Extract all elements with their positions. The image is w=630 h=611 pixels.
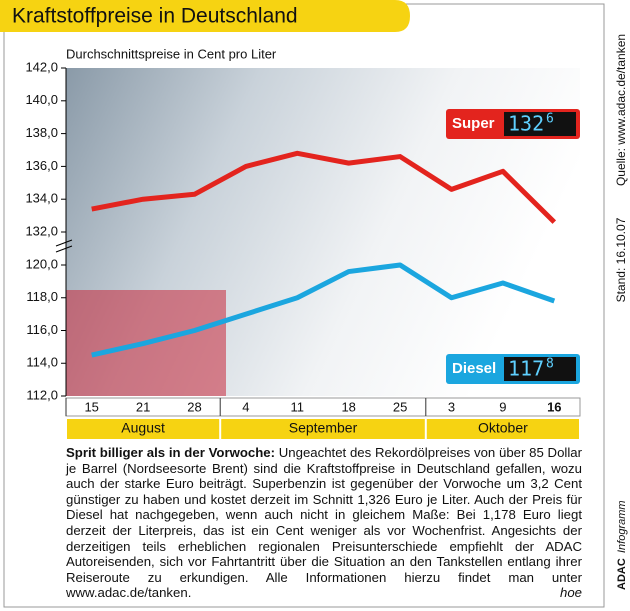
y-tick-label: 120,0 (25, 256, 58, 271)
price-main: 117 (508, 357, 544, 381)
group-bar (221, 419, 425, 439)
price-main: 132 (508, 112, 544, 136)
plot: 132,0 134,0 136,0 138,0 140,0 142,0 112,0 114,0… (25, 59, 581, 439)
y-tick-label: 132,0 (25, 223, 58, 238)
y-tick-label: 112,0 (26, 387, 58, 402)
y-tick-label: 140,0 (25, 92, 58, 107)
group-bar (67, 419, 220, 439)
date: Stand: 16.10.07 (614, 217, 628, 302)
y-tick-label: 142,0 (25, 59, 58, 74)
y-tick-label: 114,0 (26, 355, 58, 370)
x-tick-label: 18 (341, 399, 355, 414)
x-tick-label: 25 (393, 399, 407, 414)
x-tick-label: 9 (499, 399, 506, 414)
x-tick-label: 4 (242, 399, 249, 414)
price-sup: 8 (546, 357, 554, 372)
series-line (91, 262, 556, 358)
chart-title: Kraftstoffpreise in Deutschland (12, 5, 298, 28)
x-tick-label: 28 (187, 399, 201, 414)
group-bar (426, 419, 579, 439)
axis-break (55, 239, 73, 253)
x-tick-label: 16 (547, 399, 561, 414)
y-tick-label: 116,0 (26, 322, 58, 337)
lead: Sprit billiger als in der Vorwoche: (66, 445, 276, 460)
author: hoe (559, 585, 582, 601)
y-axis-title: Durchschnittspreise in Cent pro Liter (66, 46, 277, 61)
brand: ADAC (616, 558, 628, 590)
y-tick-label: 134,0 (25, 191, 58, 206)
brand-product: Infogramm (616, 500, 628, 553)
x-tick-label: 15 (84, 399, 98, 414)
title-bar (0, 0, 410, 32)
price-display (504, 112, 576, 136)
description: Sprit billiger als in der Vorwoche: Unge… (66, 445, 582, 601)
series-name: Diesel (452, 360, 496, 377)
price-display (504, 357, 576, 381)
body: Ungeachtet des Rekordölpreises von über … (66, 445, 582, 601)
y-tick-label: 138,0 (25, 125, 58, 140)
group-label: Oktober (478, 420, 528, 436)
series-name: Super (452, 115, 495, 132)
source: Quelle: www.adac.de/tanken (614, 34, 628, 186)
series-line (91, 150, 557, 224)
price-sup: 6 (546, 112, 554, 127)
y-tick-label: 118,0 (26, 289, 58, 304)
y-tick-label: 136,0 (25, 158, 58, 173)
x-tick-label: 11 (291, 399, 305, 414)
group-label: September (289, 420, 358, 436)
x-tick-label: 21 (136, 399, 150, 414)
group-label: August (121, 420, 165, 436)
x-tick-label: 3 (448, 399, 455, 414)
